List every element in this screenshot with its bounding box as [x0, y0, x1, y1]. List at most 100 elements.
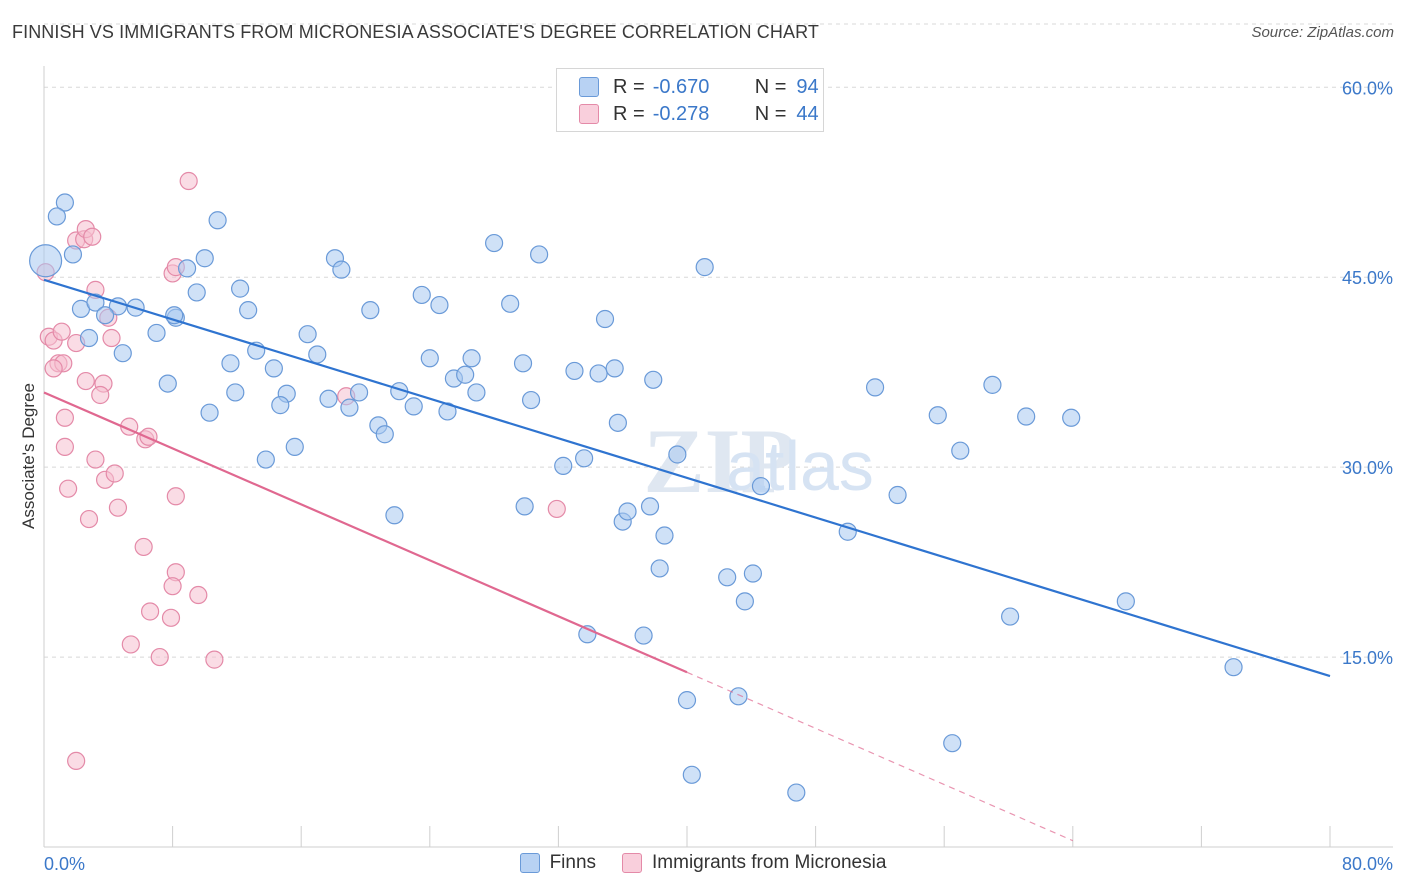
finns-trend-line	[43, 278, 1331, 678]
legend-n-label: N =	[754, 75, 787, 98]
x-tick-right: 80.0%	[1342, 854, 1393, 874]
micronesia-point	[91, 385, 110, 405]
finns-point	[655, 526, 674, 545]
finns-point	[1001, 607, 1020, 626]
legend-row-finns: R = -0.670 N = 94	[579, 75, 819, 99]
micronesia-point	[79, 509, 99, 529]
finns-points	[29, 193, 1243, 802]
finns-point	[298, 325, 317, 344]
legend-r-finns: -0.670	[652, 75, 710, 98]
finns-point	[319, 389, 338, 408]
y-tick-label: 30.0%	[1342, 458, 1393, 478]
bottom-legend-swatch-finns	[519, 853, 540, 873]
finns-point	[634, 626, 653, 645]
finns-point	[521, 390, 541, 410]
finns-point	[1017, 407, 1036, 426]
micronesia-point	[205, 650, 224, 669]
finns-point	[515, 497, 534, 516]
y-axis-label: Associate's Degree	[19, 383, 38, 529]
micronesia-point	[121, 635, 140, 654]
finns-point	[575, 449, 594, 468]
bottom-legend-micronesia[interactable]: Immigrants from Micronesia	[622, 852, 886, 874]
finns-point	[501, 294, 520, 313]
finns-point	[285, 437, 304, 456]
micronesia-point	[86, 450, 105, 469]
finns-point	[264, 359, 283, 378]
finns-point	[513, 354, 533, 373]
finns-point	[554, 456, 573, 475]
finns-point	[55, 193, 74, 212]
bottom-legend-finns[interactable]: Finns	[519, 852, 597, 874]
finns-point	[47, 207, 66, 226]
finns-point	[565, 361, 584, 381]
legend-r-micronesia: -0.278	[652, 102, 710, 125]
bottom-legend-label-finns: Finns	[549, 852, 597, 873]
micronesia-point	[161, 608, 181, 627]
finns-point	[158, 374, 177, 393]
y-tick-labels: 60.0% 45.0% 30.0% 15.0%	[1342, 78, 1393, 668]
finns-point	[239, 301, 258, 320]
finns-point	[943, 734, 962, 753]
micronesia-point	[163, 577, 182, 596]
finns-point	[349, 383, 369, 402]
finns-point	[462, 349, 481, 368]
finns-point	[147, 323, 166, 343]
finns-point	[928, 406, 947, 425]
micronesia-point	[150, 647, 169, 667]
legend-n-finns: 94	[796, 75, 819, 98]
finns-point	[404, 397, 423, 416]
micronesia-point	[140, 602, 160, 621]
y-tick-label: 45.0%	[1342, 268, 1393, 288]
finns-point	[187, 283, 206, 302]
finns-point	[256, 450, 275, 469]
legend-n-micronesia: 44	[796, 102, 819, 125]
finns-point	[385, 506, 404, 525]
finns-point	[1062, 408, 1081, 427]
finns-point	[200, 403, 219, 422]
legend-r-label: R =	[613, 75, 645, 98]
finns-point	[983, 375, 1002, 394]
finns-point	[951, 441, 970, 460]
micronesia-trend-line	[43, 391, 688, 674]
legend-row-micronesia: R = -0.278 N = 44	[579, 102, 819, 126]
finns-point	[485, 233, 504, 253]
finns-point	[888, 485, 907, 505]
micronesia-point	[55, 437, 74, 456]
micronesia-point	[83, 227, 102, 246]
bottom-legend-label-micronesia: Immigrants from Micronesia	[652, 852, 887, 873]
finns-point	[412, 285, 431, 305]
finns-point	[650, 559, 669, 578]
micronesia-point	[108, 498, 128, 517]
micronesia-point	[67, 751, 86, 771]
micronesia-point	[105, 464, 124, 483]
finns-point	[29, 244, 63, 278]
micronesia-points	[36, 171, 566, 771]
finns-point	[177, 259, 197, 278]
y-tick-label: 60.0%	[1342, 78, 1393, 98]
finns-point	[208, 211, 227, 230]
finns-point	[332, 260, 351, 279]
finns-point	[420, 349, 439, 368]
finns-point	[644, 370, 663, 389]
finns-point	[86, 293, 105, 312]
finns-point	[640, 497, 660, 516]
watermark-atlas: atlas	[726, 427, 874, 505]
finns-point	[456, 365, 475, 384]
finns-point	[95, 306, 115, 325]
micronesia-point	[55, 408, 74, 427]
source-label: Source: ZipAtlas.com	[1251, 24, 1394, 41]
x-tick-left: 0.0%	[44, 854, 85, 874]
micronesia-point	[59, 479, 78, 498]
finns-point	[308, 345, 327, 364]
trend-lines	[43, 278, 1331, 842]
finns-point	[695, 258, 714, 277]
micronesia-point	[102, 328, 121, 348]
legend-swatch-finns	[579, 77, 599, 97]
finns-point	[375, 425, 394, 444]
micronesia-point	[76, 371, 95, 391]
finns-point	[63, 245, 83, 264]
micronesia-point	[52, 322, 71, 341]
micronesia-trend-extension	[686, 671, 1074, 842]
finns-point	[1116, 592, 1135, 611]
chart-title: FINNISH VS IMMIGRANTS FROM MICRONESIA AS…	[12, 22, 819, 42]
